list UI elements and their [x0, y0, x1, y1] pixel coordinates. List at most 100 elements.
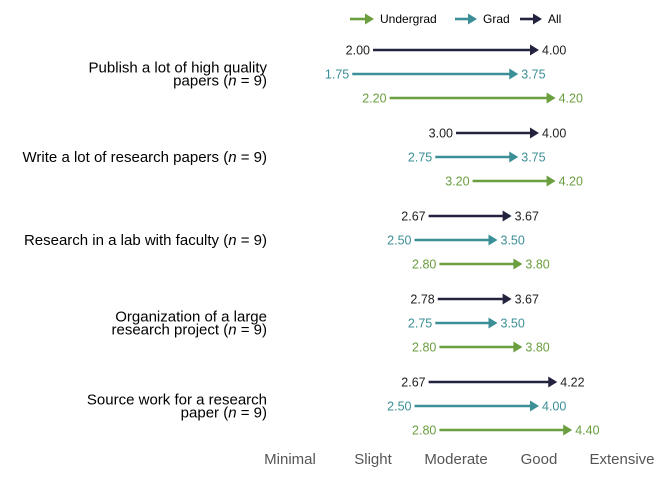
legend-label-all: All	[548, 12, 561, 26]
value-label-from-1-all: 3.00	[429, 127, 453, 141]
arrow-1-grad	[435, 151, 519, 163]
category-label-1-line-0: Write a lot of research papers (n = 9)	[23, 149, 267, 166]
value-label-from-1-undergrad: 3.20	[445, 175, 469, 189]
n-value: 9	[254, 322, 262, 339]
arrow-0-all	[373, 44, 539, 56]
arrow-4-grad	[414, 400, 539, 412]
legend-arrow-grad-head	[468, 13, 477, 25]
arrow-2-grad	[414, 234, 498, 246]
legend-label-undergrad: Undergrad	[380, 12, 437, 26]
n-equals: =	[237, 149, 254, 166]
value-label-to-1-grad: 3.75	[521, 151, 545, 165]
n-symbol: n	[228, 149, 236, 166]
n-equals: =	[237, 73, 254, 90]
value-label-to-4-undergrad: 4.40	[575, 424, 599, 438]
x-tick-label-extensive: Extensive	[589, 451, 654, 468]
value-label-from-4-grad: 2.50	[387, 400, 411, 414]
category-label-0-line-0: Publish a lot of high quality	[89, 60, 268, 77]
value-label-to-1-all: 4.00	[542, 127, 566, 141]
category-label-text: Source work for a research	[87, 392, 267, 409]
n-symbol: n	[228, 322, 236, 339]
category-label-3-line-0: Organization of a large	[115, 309, 267, 326]
arrow-2-all	[428, 210, 512, 222]
legend-arrow-all-head	[533, 13, 542, 25]
value-label-to-3-all: 3.67	[515, 293, 539, 307]
value-label-to-0-all: 4.00	[542, 44, 566, 58]
value-label-to-2-all: 3.67	[515, 210, 539, 224]
arrow-1-grad-head	[509, 151, 519, 163]
x-tick-label-moderate: Moderate	[424, 451, 487, 468]
n-equals: =	[237, 322, 254, 339]
arrow-3-grad-head	[488, 317, 498, 329]
arrow-3-undergrad-head	[513, 341, 523, 353]
value-label-from-4-all: 2.67	[401, 376, 425, 390]
value-label-from-0-grad: 1.75	[325, 68, 349, 82]
category-label-text: Write a lot of research papers (	[23, 149, 229, 166]
category-label-3-line-1: research project (n = 9)	[111, 322, 267, 339]
category-label-text: Research in a lab with faculty (	[24, 232, 228, 249]
legend-arrow-undergrad-head	[365, 13, 374, 25]
arrow-1-undergrad-head	[546, 175, 556, 187]
value-label-to-2-grad: 3.50	[501, 234, 525, 248]
value-label-to-3-grad: 3.50	[501, 317, 525, 331]
legend-item-grad: Grad	[455, 12, 510, 26]
value-label-from-3-grad: 2.75	[408, 317, 432, 331]
value-label-to-3-undergrad: 3.80	[525, 341, 549, 355]
value-labels: 2.00 4.00 1.75 3.75 2.20 4.20 3.00 4.00 2.75 3.75…	[325, 44, 600, 438]
value-label-to-4-grad: 4.00	[542, 400, 566, 414]
n-value: 9	[254, 149, 262, 166]
value-label-to-2-undergrad: 3.80	[525, 258, 549, 272]
arrow-2-undergrad-head	[513, 258, 523, 270]
value-label-from-2-all: 2.67	[401, 210, 425, 224]
arrow-3-all-head	[502, 293, 512, 305]
n-symbol: n	[228, 232, 236, 249]
category-label-4-line-0: Source work for a research	[87, 392, 267, 409]
x-tick-label-slight: Slight	[354, 451, 392, 468]
legend-arrow-all	[520, 13, 542, 25]
legend-arrow-grad	[455, 13, 477, 25]
n-symbol: n	[228, 73, 236, 90]
category-label-text: Organization of a large	[115, 309, 267, 326]
arrow-4-undergrad-head	[563, 424, 573, 436]
arrow-1-all-head	[530, 127, 539, 139]
arrow-4-all	[428, 376, 558, 388]
n-equals: =	[237, 232, 254, 249]
legend-item-all: All	[520, 12, 561, 26]
n-value: 9	[254, 405, 262, 422]
arrow-4-all-head	[548, 376, 558, 388]
arrow-2-grad-head	[488, 234, 498, 246]
category-label-text: papers (	[173, 73, 228, 90]
n-symbol: n	[228, 405, 236, 422]
x-tick-label-good: Good	[521, 451, 558, 468]
n-value: 9	[254, 232, 262, 249]
value-label-to-4-all: 4.22	[560, 376, 584, 390]
arrow-0-grad	[352, 68, 519, 80]
arrow-0-undergrad	[389, 92, 556, 104]
value-label-from-2-undergrad: 2.80	[412, 258, 436, 272]
value-label-from-4-undergrad: 2.80	[412, 424, 436, 438]
value-label-to-0-grad: 3.75	[521, 68, 545, 82]
value-label-from-3-all: 2.78	[410, 293, 434, 307]
category-label-text: Publish a lot of high quality	[89, 60, 268, 77]
n-close-paren: )	[262, 149, 267, 166]
category-label-2-line-0: Research in a lab with faculty (n = 9)	[24, 232, 267, 249]
arrow-2-all-head	[502, 210, 512, 222]
arrow-1-all	[456, 127, 539, 139]
category-label-4-line-1: paper (n = 9)	[181, 405, 267, 422]
x-axis: Minimal Slight Moderate Good Extensive	[264, 451, 654, 468]
n-value: 9	[254, 73, 262, 90]
n-close-paren: )	[262, 73, 267, 90]
value-label-from-0-all: 2.00	[346, 44, 370, 58]
n-close-paren: )	[262, 232, 267, 249]
category-label-0-line-1: papers (n = 9)	[173, 73, 267, 90]
arrow-marks	[352, 44, 573, 436]
legend-item-undergrad: Undergrad	[350, 12, 437, 26]
legend-label-grad: Grad	[483, 12, 510, 26]
x-tick-label-minimal: Minimal	[264, 451, 316, 468]
arrow-4-grad-head	[530, 400, 539, 412]
n-equals: =	[237, 405, 254, 422]
arrow-3-all	[437, 293, 512, 305]
arrow-0-all-head	[530, 44, 539, 56]
value-label-from-3-undergrad: 2.80	[412, 341, 436, 355]
